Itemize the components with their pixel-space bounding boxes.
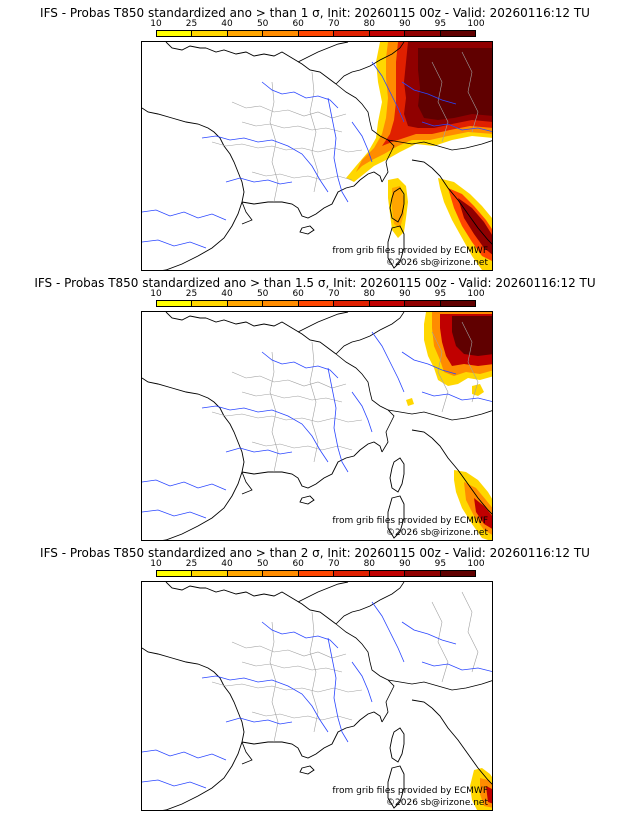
colorbar-label: 70 xyxy=(328,559,340,569)
panel-title: IFS - Probas T850 standardized ano > tha… xyxy=(34,276,596,290)
colorbar-swatch xyxy=(334,571,370,576)
colorbar-label: 70 xyxy=(328,19,340,29)
colorbar-label: 90 xyxy=(399,19,411,29)
panel-title: IFS - Probas T850 standardized ano > tha… xyxy=(40,6,590,20)
colorbar-label: 10 xyxy=(150,289,162,299)
colorbar-swatch xyxy=(298,31,335,36)
forecast-panel-1sigma: IFS - Probas T850 standardized ano > tha… xyxy=(0,6,630,274)
colorbar-label: 95 xyxy=(434,19,447,29)
colorbar-swatch xyxy=(440,31,475,36)
probability-colorbar: 10 25 40 50 60 70 80 90 95 100 xyxy=(150,19,485,38)
colorbar-swatch xyxy=(369,301,406,306)
colorbar-swatch xyxy=(263,301,299,306)
map-svg xyxy=(142,42,492,270)
colorbar-label: 80 xyxy=(363,289,376,299)
probability-field xyxy=(406,312,492,540)
colorbar-label: 40 xyxy=(221,19,233,29)
colorbar-swatch xyxy=(263,571,299,576)
colorbar-label: 80 xyxy=(363,19,376,29)
colorbar-bar xyxy=(156,570,476,577)
colorbar-label: 40 xyxy=(221,289,233,299)
forecast-panel-1-5sigma: IFS - Probas T850 standardized ano > tha… xyxy=(0,276,630,544)
colorbar-label: 70 xyxy=(328,289,340,299)
colorbar-label: 60 xyxy=(292,19,304,29)
map-svg xyxy=(142,582,492,810)
colorbar-swatch xyxy=(227,31,264,36)
colorbar-label: 50 xyxy=(256,19,269,29)
colorbar-label: 40 xyxy=(221,559,233,569)
forecast-panel-2sigma: IFS - Probas T850 standardized ano > tha… xyxy=(0,546,630,814)
colorbar-swatch xyxy=(227,571,264,576)
colorbar-swatch xyxy=(405,571,441,576)
colorbar-labels: 10 25 40 50 60 70 80 90 95 100 xyxy=(150,19,484,29)
colorbar-swatch xyxy=(157,31,193,36)
colorbar-swatch xyxy=(405,301,441,306)
colorbar-swatch xyxy=(157,571,193,576)
colorbar-label: 60 xyxy=(292,289,304,299)
colorbar-label: 60 xyxy=(292,559,304,569)
colorbar-swatch xyxy=(298,571,335,576)
colorbar-label: 100 xyxy=(467,559,485,569)
colorbar-label: 10 xyxy=(150,559,162,569)
map-frame: from grib files provided by ECMWF ©2026 … xyxy=(141,311,493,541)
colorbar-swatch xyxy=(369,31,406,36)
colorbar-swatch xyxy=(192,571,228,576)
map-frame: from grib files provided by ECMWF ©2026 … xyxy=(141,581,493,811)
source-credit: from grib files provided by ECMWF xyxy=(332,786,488,796)
colorbar-swatch xyxy=(334,31,370,36)
colorbar-label: 100 xyxy=(467,289,485,299)
colorbar-bar xyxy=(156,30,476,37)
colorbar-swatch xyxy=(192,31,228,36)
colorbar-label: 50 xyxy=(256,289,269,299)
map-frame: from grib files provided by ECMWF ©2026 … xyxy=(141,41,493,271)
colorbar-swatch xyxy=(440,571,475,576)
colorbar-label: 95 xyxy=(434,289,447,299)
colorbar-label: 90 xyxy=(399,289,411,299)
colorbar-label: 10 xyxy=(150,19,162,29)
source-credit: from grib files provided by ECMWF xyxy=(332,246,488,256)
colorbar-label: 95 xyxy=(434,559,447,569)
colorbar-label: 90 xyxy=(399,559,411,569)
colorbar-swatch xyxy=(298,301,335,306)
probability-colorbar: 10 25 40 50 60 70 80 90 95 100 xyxy=(150,289,485,308)
colorbar-swatch xyxy=(227,301,264,306)
panel-title: IFS - Probas T850 standardized ano > tha… xyxy=(40,546,590,560)
colorbar-labels: 10 25 40 50 60 70 80 90 95 100 xyxy=(150,289,484,299)
colorbar-swatch xyxy=(405,31,441,36)
colorbar-label: 50 xyxy=(256,559,269,569)
colorbar-swatch xyxy=(263,31,299,36)
colorbar-label: 100 xyxy=(467,19,485,29)
colorbar-label: 25 xyxy=(185,289,198,299)
colorbar-swatch xyxy=(157,301,193,306)
colorbar-bar xyxy=(156,300,476,307)
colorbar-swatch xyxy=(192,301,228,306)
copyright: ©2026 sb@irizone.net xyxy=(386,258,488,268)
probability-colorbar: 10 25 40 50 60 70 80 90 95 100 xyxy=(150,559,485,578)
colorbar-swatch xyxy=(369,571,406,576)
colorbar-labels: 10 25 40 50 60 70 80 90 95 100 xyxy=(150,559,484,569)
colorbar-label: 80 xyxy=(363,559,376,569)
copyright: ©2026 sb@irizone.net xyxy=(386,528,488,538)
map-svg xyxy=(142,312,492,540)
copyright: ©2026 sb@irizone.net xyxy=(386,798,488,808)
colorbar-label: 25 xyxy=(185,559,198,569)
colorbar-swatch xyxy=(334,301,370,306)
colorbar-swatch xyxy=(440,301,475,306)
source-credit: from grib files provided by ECMWF xyxy=(332,516,488,526)
colorbar-label: 25 xyxy=(185,19,198,29)
